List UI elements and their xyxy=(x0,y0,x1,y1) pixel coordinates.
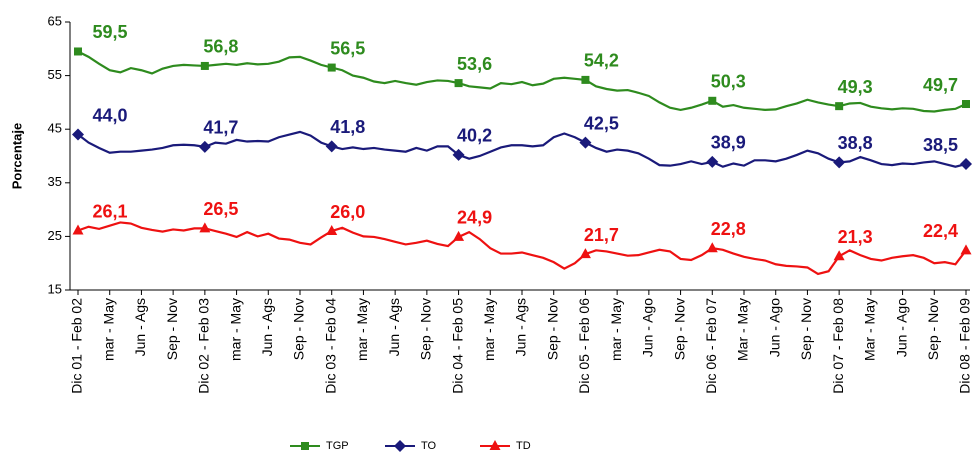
value-label: 50,3 xyxy=(711,72,746,92)
x-tick-label: Sep - Nov xyxy=(418,298,434,360)
marker xyxy=(706,155,719,168)
value-label: 40,2 xyxy=(457,126,492,146)
value-label: 56,5 xyxy=(330,38,365,58)
marker xyxy=(200,61,209,70)
x-tick-label: Jun - Ags xyxy=(513,298,529,356)
value-label: 21,7 xyxy=(584,225,619,245)
marker xyxy=(325,140,338,153)
legend-label: TGP xyxy=(326,440,349,452)
x-tick-label: mar - May xyxy=(227,298,243,361)
value-label: 26,0 xyxy=(330,202,365,222)
marker xyxy=(327,63,336,72)
x-tick-label: Dic 01 - Feb 02 xyxy=(69,298,85,394)
marker xyxy=(452,148,465,161)
marker xyxy=(198,140,211,153)
marker xyxy=(833,156,846,169)
x-tick-label: mar - May xyxy=(354,298,370,361)
legend-label: TO xyxy=(421,440,437,452)
value-label: 49,3 xyxy=(838,77,873,97)
x-tick-label: Sep - Nov xyxy=(671,298,687,360)
value-label: 38,5 xyxy=(923,135,958,155)
legend-marker xyxy=(301,442,309,450)
value-label: 38,9 xyxy=(711,133,746,153)
x-tick-label: Jun - Ago xyxy=(766,298,782,357)
value-label: 26,1 xyxy=(92,201,127,221)
marker xyxy=(72,224,84,235)
marker xyxy=(706,242,718,253)
value-label: 22,4 xyxy=(923,221,958,241)
value-label: 41,8 xyxy=(330,117,365,137)
series-line xyxy=(77,130,967,168)
value-label: 49,7 xyxy=(923,75,958,95)
marker xyxy=(72,128,84,141)
x-tick-label: Jun - Ags xyxy=(386,298,402,356)
series-line xyxy=(77,221,967,276)
y-tick-label: 65 xyxy=(48,13,62,28)
x-tick-label: Dic 05 - Feb 06 xyxy=(576,298,592,394)
legend-label: TD xyxy=(516,440,531,452)
x-tick-label: Mar - May xyxy=(862,298,878,361)
value-label: 26,5 xyxy=(203,199,238,219)
legend-marker xyxy=(489,440,501,450)
x-tick-label: Sep - Nov xyxy=(164,298,180,360)
value-label: 42,5 xyxy=(584,113,619,133)
x-tick-label: Sep - Nov xyxy=(925,298,941,360)
x-tick-label: Jun - Ago xyxy=(893,298,909,357)
value-label: 21,3 xyxy=(838,227,873,247)
y-tick-label: 45 xyxy=(48,121,62,136)
x-tick-label: Dic 06 - Feb 07 xyxy=(703,298,719,394)
marker xyxy=(579,248,591,259)
value-label: 38,8 xyxy=(838,133,873,153)
y-tick-label: 35 xyxy=(48,174,62,189)
value-label: 44,0 xyxy=(92,105,127,125)
x-tick-label: mar - May xyxy=(481,298,497,361)
marker xyxy=(579,136,592,149)
marker xyxy=(74,47,82,56)
value-label: 56,8 xyxy=(203,37,238,57)
x-tick-label: Jun - Ags xyxy=(259,298,275,356)
marker xyxy=(833,250,845,261)
x-tick-label: Dic 08 - Feb 09 xyxy=(957,298,972,394)
x-tick-label: Dic 04 - Feb 05 xyxy=(449,298,465,394)
x-tick-label: Jun - Ags xyxy=(132,298,148,356)
series-line xyxy=(77,50,967,113)
x-tick-label: mar - May xyxy=(100,298,116,361)
marker xyxy=(835,102,844,111)
x-tick-label: Dic 02 - Feb 03 xyxy=(196,298,212,394)
y-tick-label: 15 xyxy=(48,281,62,296)
marker xyxy=(199,222,211,233)
value-label: 59,5 xyxy=(92,22,127,42)
marker xyxy=(960,158,972,171)
x-tick-label: Mar - May xyxy=(735,298,751,361)
marker xyxy=(454,79,463,88)
value-label: 24,9 xyxy=(457,208,492,228)
value-label: 41,7 xyxy=(203,118,238,138)
value-label: 54,2 xyxy=(584,51,619,71)
marker xyxy=(962,100,970,109)
x-tick-label: Jun - Ago xyxy=(640,298,656,357)
x-tick-label: Dic 07 - Feb 08 xyxy=(830,298,846,394)
marker xyxy=(326,225,338,236)
x-tick-label: Sep - Nov xyxy=(544,298,560,360)
x-tick-label: Dic 03 - Feb 04 xyxy=(322,298,338,394)
marker xyxy=(960,244,972,255)
x-tick-label: mar - May xyxy=(608,298,624,361)
marker xyxy=(453,230,465,241)
y-tick-label: 25 xyxy=(48,228,62,243)
x-tick-label: Sep - Nov xyxy=(291,298,307,360)
value-label: 53,6 xyxy=(457,54,492,74)
x-tick-label: Sep - Nov xyxy=(798,298,814,360)
value-label: 22,8 xyxy=(711,219,746,239)
marker xyxy=(581,75,590,84)
legend-marker xyxy=(394,440,406,452)
y-axis-label: Porcentaje xyxy=(9,123,24,189)
y-tick-label: 55 xyxy=(48,67,62,82)
marker xyxy=(708,96,717,105)
